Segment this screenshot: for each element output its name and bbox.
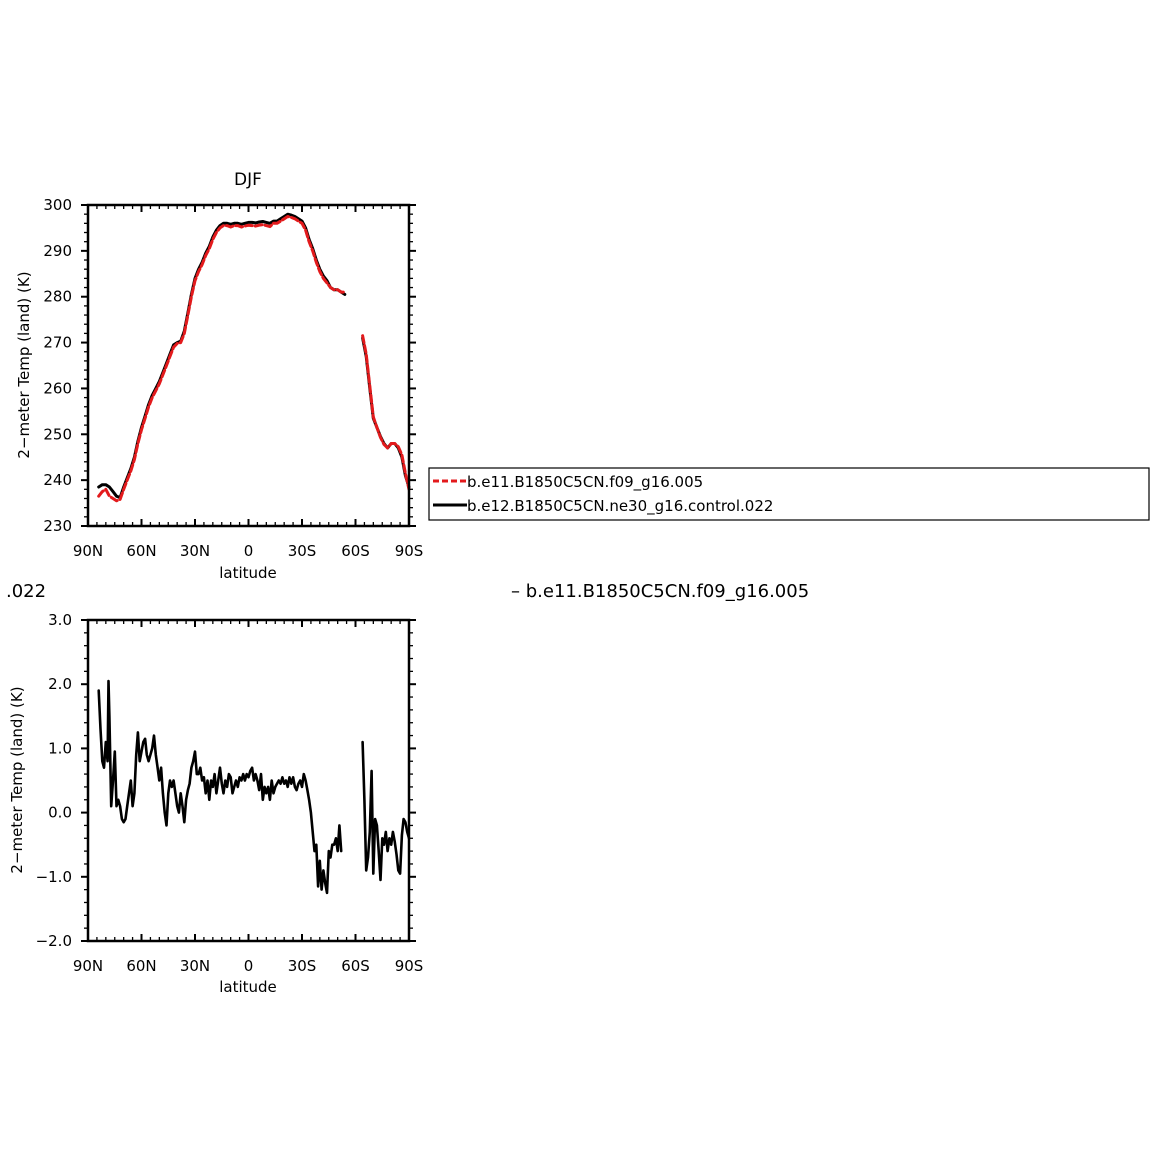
y-tick-label: 290 bbox=[43, 242, 72, 260]
y-tick-label: 230 bbox=[43, 517, 72, 535]
plot-frame bbox=[86, 203, 411, 528]
y-tick-label: 300 bbox=[43, 196, 72, 214]
legend-entry-label: b.e12.B1850C5CN.ne30_g16.control.022 bbox=[467, 497, 773, 516]
tick-label-layer: 90N 60N 30N 0 30S 60S 90S −2.0 −1.0 0.0 1.0 2.0 3.0 bbox=[36, 611, 424, 975]
x-tick-label: 30N bbox=[180, 957, 210, 975]
series-line-black bbox=[361, 740, 411, 882]
y-axis-label: 2−meter Temp (land) (K) bbox=[8, 686, 26, 873]
x-tick-label: 0 bbox=[244, 957, 254, 975]
legend-box bbox=[428, 467, 1150, 521]
difference-chart: 90N 60N 30N 0 30S 60S 90S−2.0−1.00.01.02.03.0 … bbox=[8, 611, 423, 996]
caption-right-fragment: – b.e11.B1850C5CN.f09_g16.005 bbox=[511, 581, 809, 602]
x-tick-label: 90N bbox=[73, 957, 103, 975]
y-tick-label: 1.0 bbox=[48, 739, 72, 757]
x-tick-label: 90N bbox=[73, 542, 103, 560]
y-tick-label: 250 bbox=[43, 425, 72, 443]
series-line-red bbox=[97, 215, 347, 503]
y-tick-label: 3.0 bbox=[48, 611, 72, 629]
x-tick-label: 60N bbox=[126, 957, 156, 975]
y-tick-label: −2.0 bbox=[36, 932, 72, 950]
x-tick-label: 60S bbox=[341, 542, 370, 560]
y-tick-label: 0.0 bbox=[48, 804, 72, 822]
y-axis-label: 2−meter Temp (land) (K) bbox=[15, 271, 33, 458]
y-tick-label: −1.0 bbox=[36, 868, 72, 886]
x-tick-label: 60S bbox=[341, 957, 370, 975]
x-axis-label: latitude bbox=[219, 564, 277, 582]
legend-entry-label: b.e11.B1850C5CN.f09_g16.005 bbox=[467, 473, 703, 492]
chart-title: DJF bbox=[234, 170, 262, 190]
series-line-black bbox=[361, 336, 411, 489]
series-layer bbox=[97, 679, 411, 895]
y-tick-label: 270 bbox=[43, 334, 72, 352]
x-tick-label: 60N bbox=[126, 542, 156, 560]
x-tick-label: 90S bbox=[395, 542, 424, 560]
caption-left-fragment: .022 bbox=[6, 581, 46, 602]
y-tick-label: 2.0 bbox=[48, 675, 72, 693]
y-tick-label: 240 bbox=[43, 471, 72, 489]
legend: b.e11.B1850C5CN.f09_g16.005 b.e12.B1850C… bbox=[428, 467, 1150, 521]
series-line-black bbox=[97, 679, 343, 895]
tick-label-layer: 90N 60N 30N 0 30S 60S 90S 230 240 250 260 270 280 290… bbox=[43, 196, 423, 560]
x-tick-label: 30S bbox=[288, 542, 317, 560]
series-layer bbox=[97, 212, 411, 503]
y-tick-label: 260 bbox=[43, 379, 72, 397]
x-tick-label: 30S bbox=[288, 957, 317, 975]
x-tick-label: 90S bbox=[395, 957, 424, 975]
x-tick-label: 30N bbox=[180, 542, 210, 560]
x-axis-label: latitude bbox=[219, 978, 277, 996]
plot-frame bbox=[86, 618, 411, 943]
x-tick-label: 0 bbox=[244, 542, 254, 560]
temperature-chart: DJF 90N 60N 30N 0 30S 60S 90S 230 240 250 260 270 28… bbox=[15, 170, 423, 582]
y-tick-label: 280 bbox=[43, 288, 72, 306]
series-line-red bbox=[361, 334, 411, 491]
